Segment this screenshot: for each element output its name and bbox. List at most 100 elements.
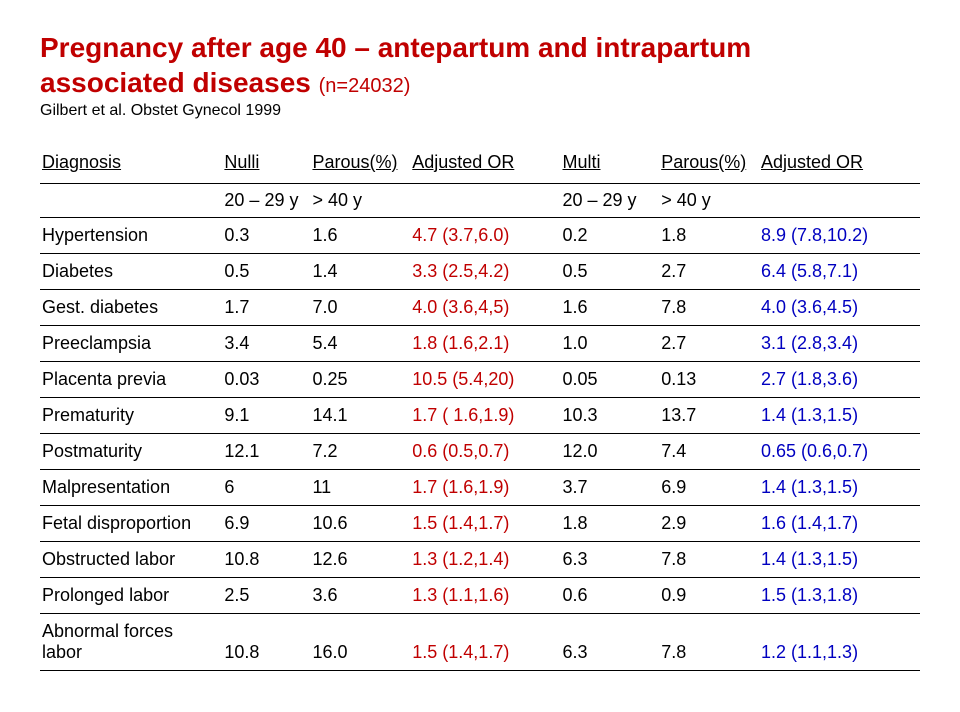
cell: 0.2 bbox=[560, 218, 659, 254]
cell: 3.1 (2.8,3.4) bbox=[759, 326, 920, 362]
cell: 6.3 bbox=[560, 542, 659, 578]
cell: Abnormal forceslabor bbox=[40, 614, 222, 671]
cell: Fetal disproportion bbox=[40, 506, 222, 542]
cell: 0.9 bbox=[659, 578, 759, 614]
table-row: Prolonged labor2.53.61.3 (1.1,1.6)0.60.9… bbox=[40, 578, 920, 614]
cell: 1.8 (1.6,2.1) bbox=[410, 326, 560, 362]
cell: 2.9 bbox=[659, 506, 759, 542]
table-row: Obstructed labor10.812.61.3 (1.2,1.4)6.3… bbox=[40, 542, 920, 578]
cell: 1.8 bbox=[659, 218, 759, 254]
cell: 5.4 bbox=[310, 326, 410, 362]
col-or2: Adjusted OR bbox=[759, 146, 920, 184]
yr-c5: > 40 y bbox=[659, 184, 759, 218]
cell: 12.6 bbox=[310, 542, 410, 578]
cell: 3.6 bbox=[310, 578, 410, 614]
cell: Prolonged labor bbox=[40, 578, 222, 614]
cell: 6 bbox=[222, 470, 310, 506]
cell: 1.4 (1.3,1.5) bbox=[759, 470, 920, 506]
cell: Placenta previa bbox=[40, 362, 222, 398]
cell: 10.8 bbox=[222, 542, 310, 578]
cell: 1.0 bbox=[560, 326, 659, 362]
cell: 12.1 bbox=[222, 434, 310, 470]
cell: 1.5 (1.4,1.7) bbox=[410, 506, 560, 542]
cell: 1.4 bbox=[310, 254, 410, 290]
cell: Gest. diabetes bbox=[40, 290, 222, 326]
table-row: Fetal disproportion6.910.61.5 (1.4,1.7)1… bbox=[40, 506, 920, 542]
cell: 9.1 bbox=[222, 398, 310, 434]
cell: 1.8 bbox=[560, 506, 659, 542]
table-body: Hypertension0.31.64.7 (3.7,6.0)0.21.88.9… bbox=[40, 218, 920, 671]
table-row: Placenta previa0.030.2510.5 (5.4,20)0.05… bbox=[40, 362, 920, 398]
cell: 1.6 bbox=[310, 218, 410, 254]
cell: 2.7 bbox=[659, 326, 759, 362]
col-parous1: Parous(%) bbox=[310, 146, 410, 184]
cell: 16.0 bbox=[310, 614, 410, 671]
cell: Diabetes bbox=[40, 254, 222, 290]
page-title: Pregnancy after age 40 – antepartum and … bbox=[40, 30, 920, 100]
cell: 12.0 bbox=[560, 434, 659, 470]
cell: Hypertension bbox=[40, 218, 222, 254]
table-row: Abnormal forceslabor10.816.01.5 (1.4,1.7… bbox=[40, 614, 920, 671]
cell: 0.5 bbox=[222, 254, 310, 290]
cell: 10.3 bbox=[560, 398, 659, 434]
yr-c4: 20 – 29 y bbox=[560, 184, 659, 218]
title-n: (n=24032) bbox=[319, 75, 411, 97]
cell: 1.7 (1.6,1.9) bbox=[410, 470, 560, 506]
cell: Prematurity bbox=[40, 398, 222, 434]
cell: 6.9 bbox=[222, 506, 310, 542]
cell: Obstructed labor bbox=[40, 542, 222, 578]
cell: 1.2 (1.1,1.3) bbox=[759, 614, 920, 671]
cell: 10.8 bbox=[222, 614, 310, 671]
cell: 1.7 ( 1.6,1.9) bbox=[410, 398, 560, 434]
cell: 1.6 (1.4,1.7) bbox=[759, 506, 920, 542]
cell: 13.7 bbox=[659, 398, 759, 434]
cell: 3.4 bbox=[222, 326, 310, 362]
cell: 6.9 bbox=[659, 470, 759, 506]
cell: 14.1 bbox=[310, 398, 410, 434]
cell: 6.4 (5.8,7.1) bbox=[759, 254, 920, 290]
cell: Postmaturity bbox=[40, 434, 222, 470]
table-row: Preeclampsia3.45.41.8 (1.6,2.1)1.02.73.1… bbox=[40, 326, 920, 362]
cell: 4.7 (3.7,6.0) bbox=[410, 218, 560, 254]
citation: Gilbert et al. Obstet Gynecol 1999 bbox=[40, 102, 920, 120]
col-or1: Adjusted OR bbox=[410, 146, 560, 184]
cell: 7.2 bbox=[310, 434, 410, 470]
cell: 0.5 bbox=[560, 254, 659, 290]
col-parous2: Parous(%) bbox=[659, 146, 759, 184]
cell: 7.4 bbox=[659, 434, 759, 470]
cell: 0.13 bbox=[659, 362, 759, 398]
cell: 1.5 (1.4,1.7) bbox=[410, 614, 560, 671]
cell: 11 bbox=[310, 470, 410, 506]
table-row: Diabetes0.51.43.3 (2.5,4.2)0.52.76.4 (5.… bbox=[40, 254, 920, 290]
table-row: Postmaturity12.17.20.6 (0.5,0.7)12.07.40… bbox=[40, 434, 920, 470]
cell: 0.65 (0.6,0.7) bbox=[759, 434, 920, 470]
table-row: Hypertension0.31.64.7 (3.7,6.0)0.21.88.9… bbox=[40, 218, 920, 254]
cell: 0.25 bbox=[310, 362, 410, 398]
title-line1: Pregnancy after age 40 – antepartum and … bbox=[40, 32, 751, 63]
cell: 3.3 (2.5,4.2) bbox=[410, 254, 560, 290]
header-row: Diagnosis Nulli Parous(%) Adjusted OR Mu… bbox=[40, 146, 920, 184]
col-multi: Multi bbox=[560, 146, 659, 184]
table-row: Prematurity9.114.11.7 ( 1.6,1.9)10.313.7… bbox=[40, 398, 920, 434]
cell: 1.5 (1.3,1.8) bbox=[759, 578, 920, 614]
year-row: 20 – 29 y > 40 y 20 – 29 y > 40 y bbox=[40, 184, 920, 218]
col-nulli: Nulli bbox=[222, 146, 310, 184]
yr-c2: > 40 y bbox=[310, 184, 410, 218]
cell: 10.5 (5.4,20) bbox=[410, 362, 560, 398]
cell: 7.0 bbox=[310, 290, 410, 326]
cell: 1.3 (1.1,1.6) bbox=[410, 578, 560, 614]
cell: 0.03 bbox=[222, 362, 310, 398]
cell: 2.7 bbox=[659, 254, 759, 290]
cell: 4.0 (3.6,4.5) bbox=[759, 290, 920, 326]
cell: 7.8 bbox=[659, 290, 759, 326]
cell: 7.8 bbox=[659, 542, 759, 578]
cell: 4.0 (3.6,4,5) bbox=[410, 290, 560, 326]
table-row: Gest. diabetes1.77.04.0 (3.6,4,5)1.67.84… bbox=[40, 290, 920, 326]
cell: 1.7 bbox=[222, 290, 310, 326]
cell: 0.6 (0.5,0.7) bbox=[410, 434, 560, 470]
data-table: Diagnosis Nulli Parous(%) Adjusted OR Mu… bbox=[40, 146, 920, 671]
cell: 0.3 bbox=[222, 218, 310, 254]
title-line2a: associated diseases bbox=[40, 67, 319, 98]
cell: 0.6 bbox=[560, 578, 659, 614]
cell: 0.05 bbox=[560, 362, 659, 398]
